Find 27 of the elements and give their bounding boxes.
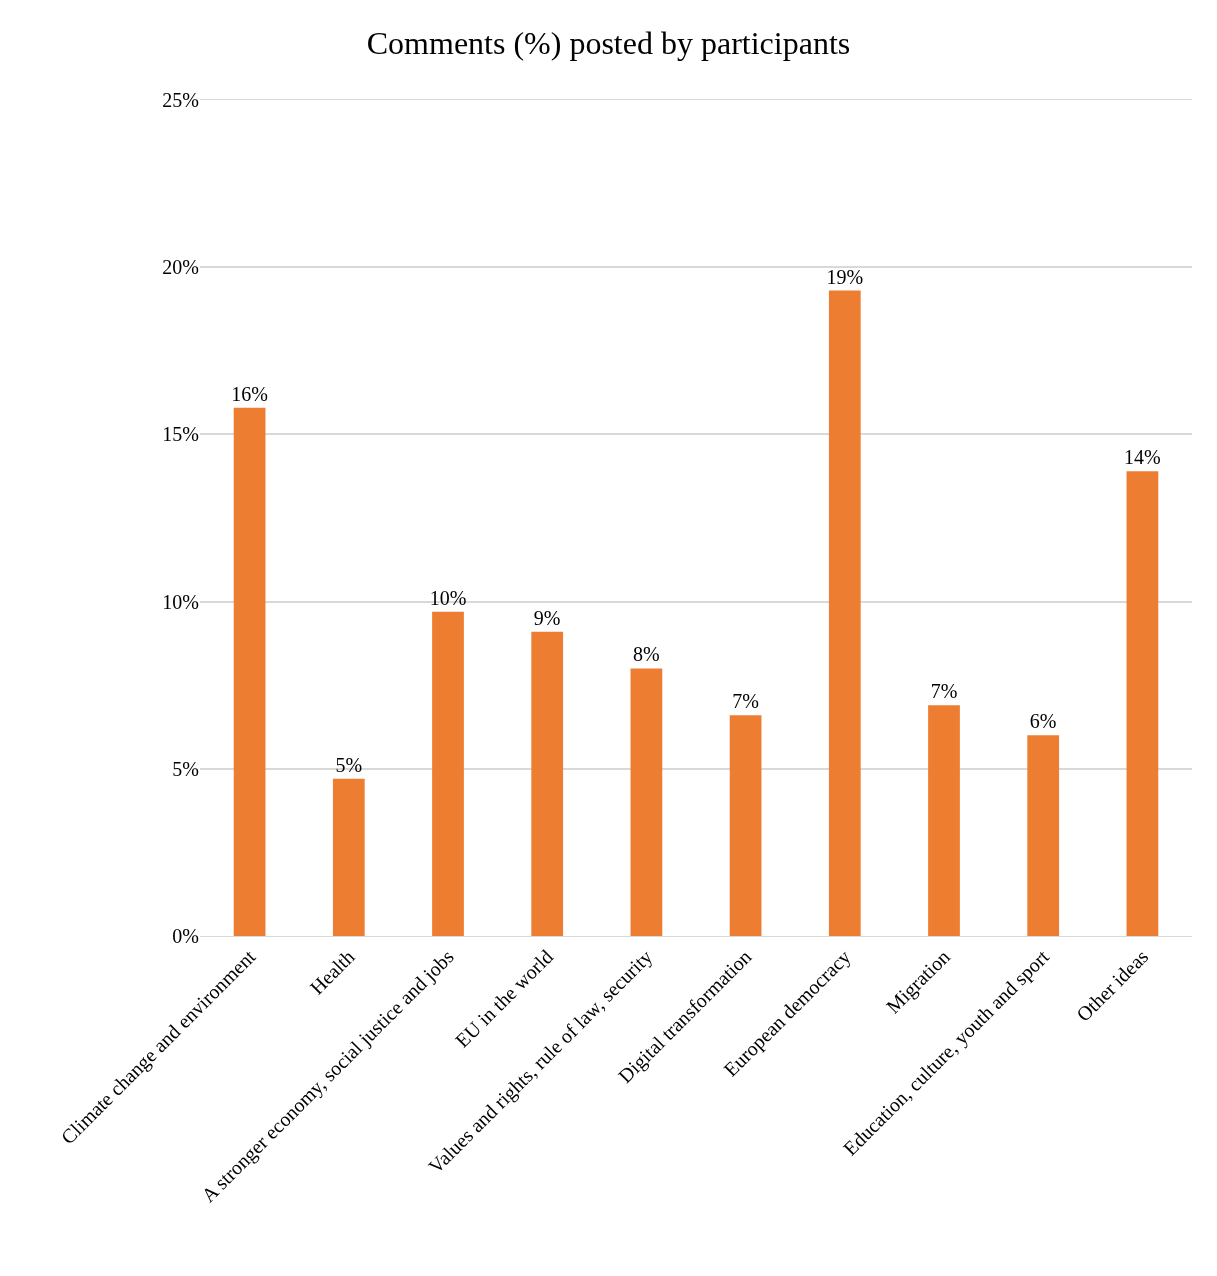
data-label: 16%: [231, 382, 268, 405]
y-tick-label: 0%: [172, 925, 199, 947]
bar: [531, 631, 564, 936]
data-label: 6%: [1029, 710, 1057, 733]
bar: [828, 290, 861, 936]
y-tick-label: 25%: [162, 89, 199, 111]
data-label: 9%: [533, 606, 561, 629]
data-label: 7%: [930, 680, 958, 703]
chart-title: Comments (%) posted by participants: [366, 25, 851, 62]
bar: [630, 668, 663, 936]
bar: [432, 611, 464, 936]
data-label: 10%: [429, 586, 467, 609]
data-label: 5%: [335, 753, 363, 776]
bar: [1126, 471, 1159, 936]
bar: [233, 407, 266, 936]
bar: [928, 705, 960, 936]
data-label: 14%: [1124, 446, 1161, 469]
bar: [729, 715, 762, 936]
y-tick-label: 15%: [162, 423, 199, 446]
data-label: 19%: [826, 265, 864, 288]
data-label: 7%: [732, 690, 759, 713]
y-tick-label: 5%: [172, 757, 199, 780]
y-tick-label: 20%: [162, 256, 199, 279]
bar: [1027, 735, 1060, 936]
bar: [332, 778, 365, 936]
data-label: 8%: [633, 643, 660, 666]
y-tick-label: 10%: [162, 590, 199, 613]
